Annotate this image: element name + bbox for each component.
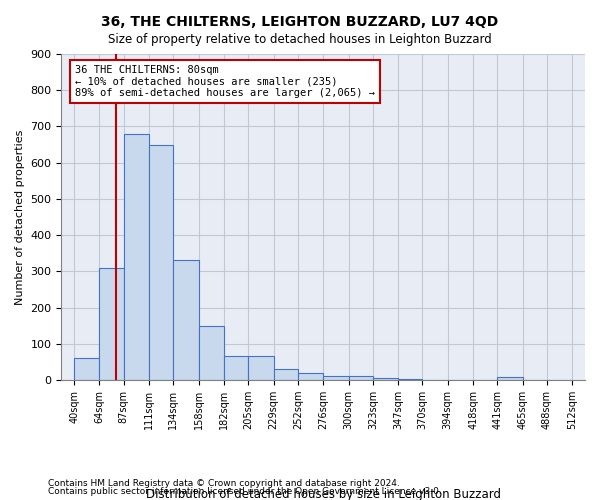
Bar	[149, 144, 173, 380]
Bar	[100, 268, 124, 380]
Bar	[224, 356, 248, 380]
Bar	[323, 376, 349, 380]
Bar	[274, 369, 298, 380]
Bar	[349, 376, 373, 380]
Text: 36 THE CHILTERNS: 80sqm
← 10% of detached houses are smaller (235)
89% of semi-d: 36 THE CHILTERNS: 80sqm ← 10% of detache…	[75, 65, 375, 98]
Text: 36, THE CHILTERNS, LEIGHTON BUZZARD, LU7 4QD: 36, THE CHILTERNS, LEIGHTON BUZZARD, LU7…	[101, 15, 499, 29]
Bar	[124, 134, 149, 380]
Text: Size of property relative to detached houses in Leighton Buzzard: Size of property relative to detached ho…	[108, 32, 492, 46]
Bar	[199, 326, 224, 380]
X-axis label: Distribution of detached houses by size in Leighton Buzzard: Distribution of detached houses by size …	[146, 488, 501, 500]
Text: Contains public sector information licensed under the Open Government Licence v3: Contains public sector information licen…	[48, 487, 442, 496]
Bar	[497, 377, 523, 380]
Text: Contains HM Land Registry data © Crown copyright and database right 2024.: Contains HM Land Registry data © Crown c…	[48, 478, 400, 488]
Bar	[74, 358, 100, 380]
Bar	[398, 379, 422, 380]
Bar	[298, 373, 323, 380]
Bar	[373, 378, 398, 380]
Bar	[248, 356, 274, 380]
Y-axis label: Number of detached properties: Number of detached properties	[15, 130, 25, 304]
Bar	[173, 260, 199, 380]
